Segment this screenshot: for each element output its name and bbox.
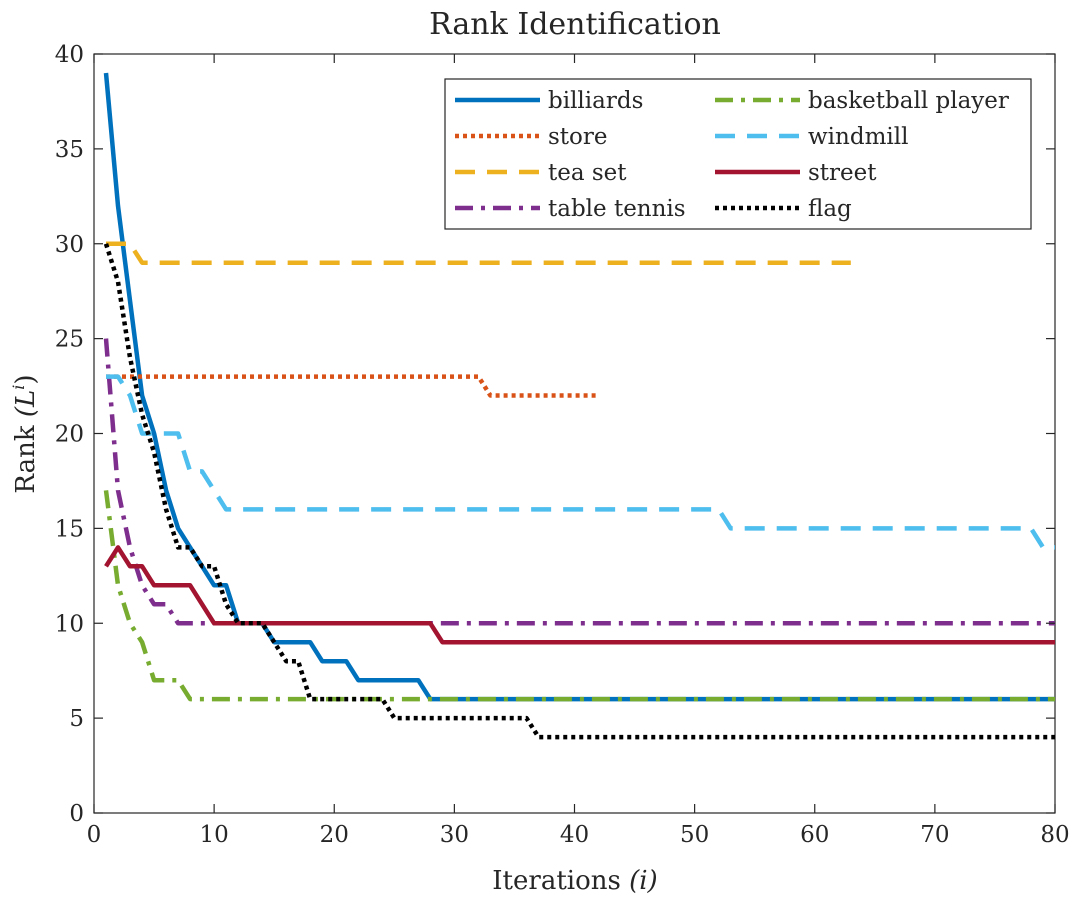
y-tick-label: 5 bbox=[69, 706, 84, 732]
series-line-flag bbox=[103, 243, 1055, 740]
legend-label: billiards bbox=[548, 88, 643, 114]
legend-label: street bbox=[808, 160, 877, 186]
y-tick-label: 20 bbox=[55, 422, 84, 448]
y-tick-label: 15 bbox=[55, 516, 84, 542]
y-tick-label: 25 bbox=[55, 327, 84, 353]
x-axis-label: Iterations (i) bbox=[492, 866, 657, 896]
chart-title: Rank Identification bbox=[429, 7, 721, 42]
y-tick-label: 0 bbox=[69, 801, 84, 827]
legend-box bbox=[444, 78, 1032, 230]
series-line-street bbox=[104, 545, 1055, 645]
x-tick-label: 70 bbox=[920, 822, 949, 848]
legend-label: basketball player bbox=[808, 88, 1009, 114]
x-tick-label: 10 bbox=[199, 822, 228, 848]
y-axis-label: Rank (Li) bbox=[9, 374, 41, 493]
series-line-table-tennis bbox=[103, 338, 1055, 626]
y-tick-label: 35 bbox=[55, 137, 84, 163]
y-tick-label: 40 bbox=[55, 42, 84, 68]
series-line-windmill bbox=[106, 374, 1055, 550]
legend-label: flag bbox=[808, 196, 852, 222]
x-tick-label: 30 bbox=[440, 822, 469, 848]
y-tick-label: 30 bbox=[55, 232, 84, 258]
series-layer bbox=[103, 72, 1055, 740]
series-line-store bbox=[106, 374, 599, 398]
series-line-tea-set bbox=[106, 241, 851, 265]
x-tick-label: 20 bbox=[320, 822, 349, 848]
series-line-basketball-player bbox=[103, 490, 1055, 702]
x-tick-label: 40 bbox=[560, 822, 589, 848]
legend-label: tea set bbox=[548, 160, 627, 186]
x-tick-label: 80 bbox=[1040, 822, 1069, 848]
x-tick-label: 50 bbox=[680, 822, 709, 848]
legend-label: table tennis bbox=[548, 196, 686, 222]
x-tick-label: 0 bbox=[87, 822, 102, 848]
legend-label: windmill bbox=[808, 124, 908, 150]
legend-label: store bbox=[548, 124, 608, 150]
ticks-layer: 0 10 20 30 40 50 60 70 80 0 5 10 15 20 25 30 35 40 bbox=[55, 42, 1070, 848]
x-tick-label: 60 bbox=[800, 822, 829, 848]
y-tick-label: 10 bbox=[55, 611, 84, 637]
legend: billiards store tea set table tennis basketb… bbox=[444, 78, 1032, 230]
